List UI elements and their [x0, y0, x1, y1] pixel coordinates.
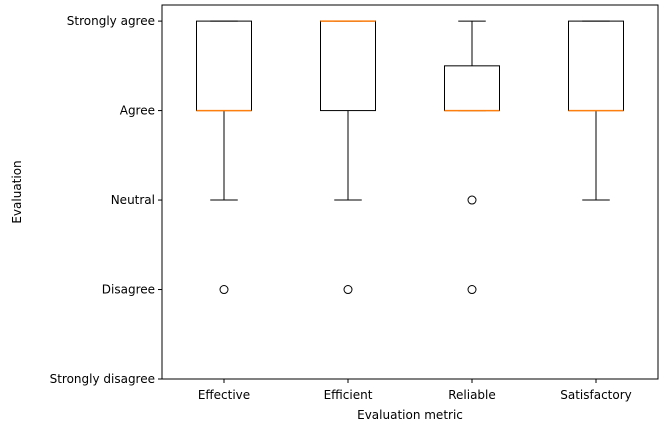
- x-tick-label: Satisfactory: [560, 388, 632, 402]
- y-axis: Strongly disagree Disagree Neutral Agree Str…: [50, 14, 162, 386]
- y-tick-label: Strongly agree: [67, 14, 155, 28]
- y-tick-label: Neutral: [111, 193, 155, 207]
- x-tick-label: Effective: [198, 388, 250, 402]
- box-satisfactory: [568, 20, 624, 201]
- outlier-point: [219, 285, 229, 295]
- box-effective: [196, 20, 252, 295]
- y-tick-label: Agree: [120, 104, 155, 118]
- outlier-point: [467, 195, 477, 205]
- y-tick-label: Disagree: [102, 283, 155, 297]
- y-tick-label: Strongly disagree: [50, 372, 155, 386]
- box-efficient: [320, 20, 376, 295]
- outlier-point: [467, 285, 477, 295]
- x-axis-label: Evaluation metric: [357, 408, 463, 422]
- x-tick-label: Efficient: [324, 388, 373, 402]
- box-reliable: [444, 20, 500, 295]
- boxes-group: [196, 20, 624, 295]
- y-axis-label: Evaluation: [10, 160, 24, 223]
- plot-area: [161, 4, 659, 380]
- outlier-point: [343, 285, 353, 295]
- x-axis: Effective Efficient Reliable Satisfactory: [198, 379, 632, 402]
- x-tick-label: Reliable: [448, 388, 496, 402]
